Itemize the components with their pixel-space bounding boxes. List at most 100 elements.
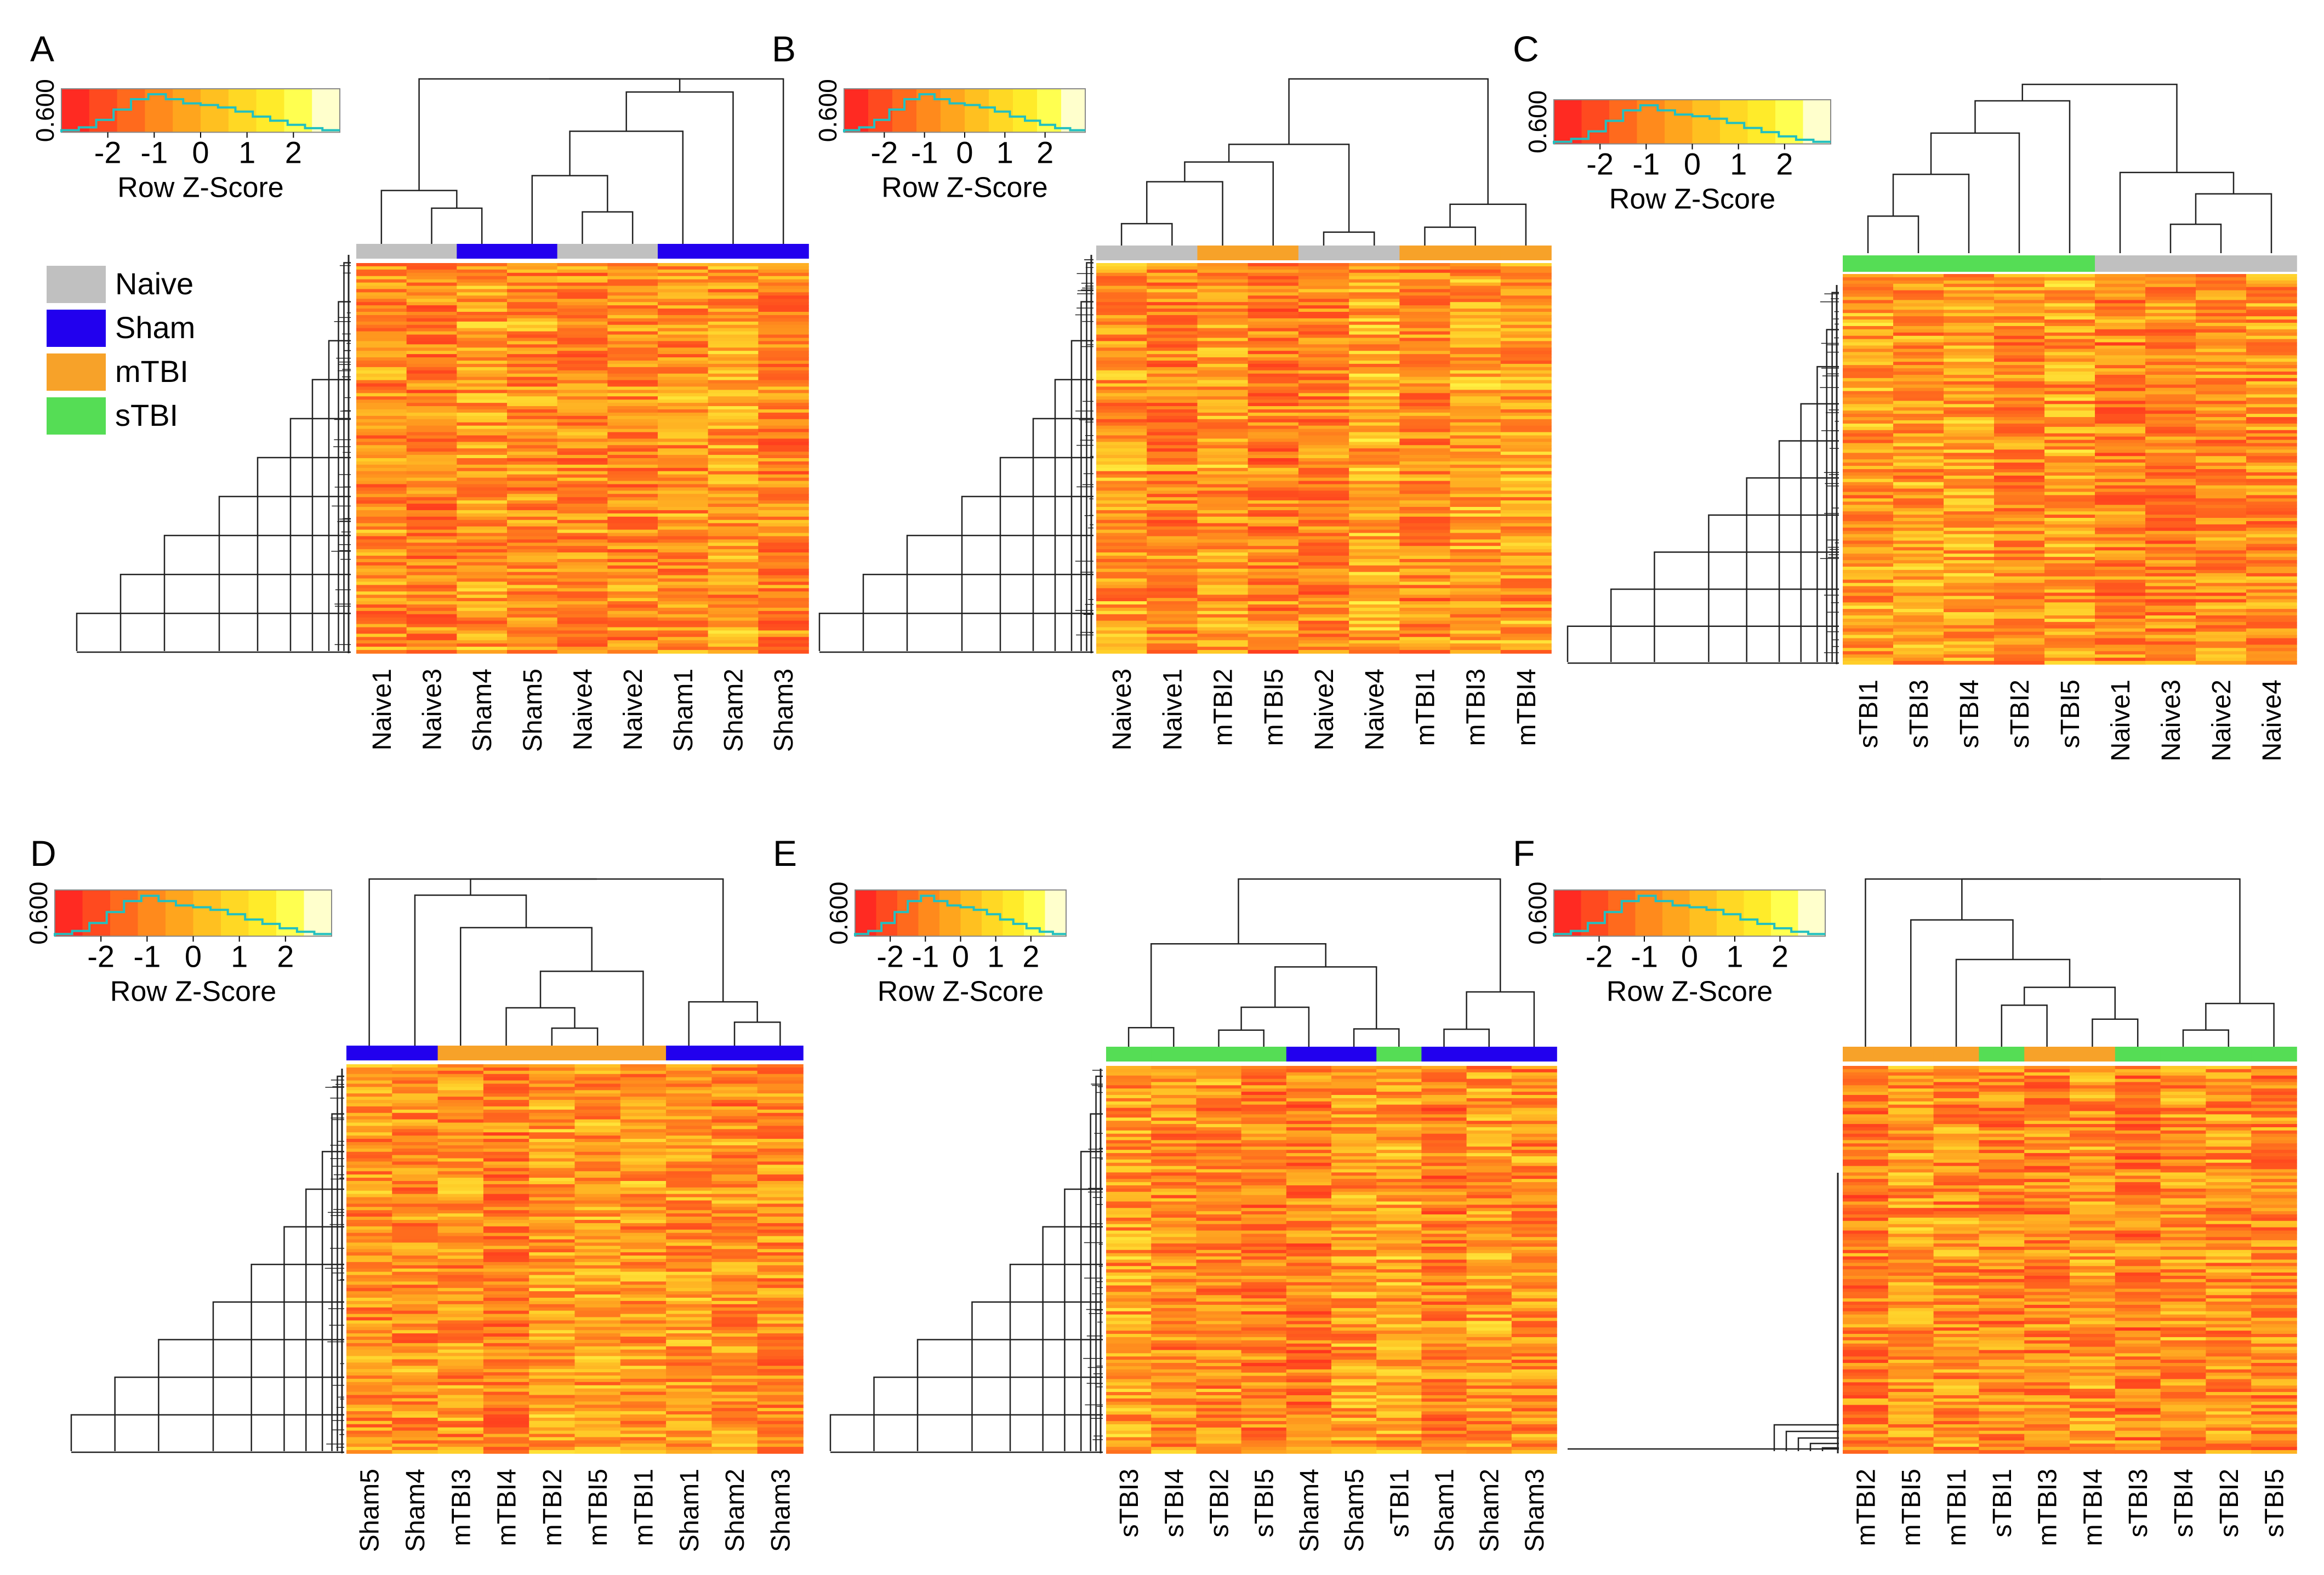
heatmap-cell <box>2246 391 2297 395</box>
heatmap-cell <box>1843 615 1894 619</box>
heatmap-cell <box>1893 345 1944 350</box>
heatmap-cell <box>1500 536 1552 540</box>
heatmap-cell <box>708 552 759 556</box>
heatmap-cell <box>1248 376 1299 381</box>
heatmap-cell <box>507 269 558 273</box>
heatmap-cell <box>346 1408 393 1412</box>
heatmap-cell <box>507 452 558 455</box>
heatmap-cell <box>2145 563 2196 567</box>
heatmap-cell <box>1944 287 1995 291</box>
heatmap-cell <box>457 601 508 605</box>
heatmap-cell <box>1399 568 1451 573</box>
heatmap-cell <box>529 1408 576 1412</box>
heatmap-cell <box>346 1122 393 1127</box>
heatmap-cell <box>1994 277 2045 281</box>
heatmap-cell <box>2095 387 2146 392</box>
heatmap-cell <box>711 1271 758 1276</box>
heatmap-cell <box>1197 578 1249 583</box>
heatmap-cell <box>392 1116 438 1120</box>
heatmap-cell <box>2044 277 2095 281</box>
heatmap-cell <box>708 572 759 576</box>
heatmap-cell <box>1421 1066 1467 1070</box>
heatmap-cell <box>2095 443 2146 447</box>
heatmap-cell <box>574 1135 621 1139</box>
heatmap-cell <box>507 331 558 335</box>
heatmap-cell <box>483 1398 529 1402</box>
heatmap-cell <box>406 481 458 485</box>
heatmap-cell <box>356 467 407 472</box>
heatmap-cell <box>1500 610 1552 615</box>
heatmap-cell <box>666 1190 713 1195</box>
heatmap-cell <box>1248 624 1299 628</box>
heatmap-cell <box>1500 578 1552 583</box>
heatmap-cell <box>757 1142 804 1146</box>
heatmap-cell <box>607 614 658 618</box>
heatmap-cell <box>658 282 709 287</box>
heatmap-cell <box>666 1339 713 1344</box>
heatmap-cell <box>1399 442 1451 446</box>
heatmap-cell <box>1500 442 1552 446</box>
heatmap-cell <box>1331 1069 1377 1073</box>
heatmap-cell <box>437 1343 484 1347</box>
heatmap-cell <box>1893 621 1944 626</box>
heatmap-cell <box>1197 504 1249 507</box>
heatmap-cell <box>457 321 508 326</box>
heatmap-cell <box>757 1139 804 1143</box>
heatmap-cell <box>757 1262 804 1266</box>
heatmap-cell <box>457 442 508 446</box>
heatmap-cell <box>1944 621 1995 626</box>
row-dendrogram-branch <box>1746 477 1839 662</box>
heatmap-cell <box>2196 414 2247 418</box>
row-dendrogram-branch <box>311 379 351 651</box>
heatmap-cell <box>529 1401 576 1406</box>
heatmap-cell <box>2196 387 2247 392</box>
sample-label: mTBI4 <box>1512 669 1541 746</box>
heatmap-cell <box>1500 474 1552 478</box>
heatmap-cell <box>658 650 709 654</box>
heatmap-cell <box>2145 387 2196 392</box>
heatmap-cell <box>607 604 658 608</box>
heatmap-cell <box>1096 354 1148 358</box>
heatmap-cell <box>711 1106 758 1110</box>
heatmap-cell <box>2145 423 2196 427</box>
color-key-tick-label: 1 <box>987 939 1004 973</box>
heatmap-cell <box>457 432 508 436</box>
heatmap-cell <box>1197 363 1249 368</box>
heatmap-cell <box>2044 625 2095 629</box>
heatmap-cell <box>406 289 458 293</box>
heatmap-cell <box>2145 505 2196 509</box>
heatmap-cell <box>507 318 558 322</box>
heatmap-cell <box>757 1213 804 1217</box>
heatmap-cell <box>1500 494 1552 498</box>
heatmap-cell <box>666 1447 713 1451</box>
heatmap-cell <box>757 1178 804 1182</box>
heatmap-cell <box>346 1226 393 1230</box>
heatmap-cell <box>507 497 558 501</box>
heatmap-cell <box>1450 494 1501 498</box>
heatmap-cell <box>2095 358 2146 362</box>
heatmap-cell <box>2145 560 2196 564</box>
heatmap-cell <box>1197 520 1249 524</box>
heatmap-cell <box>620 1093 667 1097</box>
heatmap-cell <box>1376 1072 1422 1076</box>
heatmap-cell <box>1450 299 1501 303</box>
heatmap-cell <box>1248 299 1299 303</box>
heatmap-cell <box>2044 469 2095 473</box>
heatmap-cell <box>757 1398 804 1402</box>
heatmap-cell <box>1349 461 1400 465</box>
heatmap-cell <box>2044 410 2095 414</box>
heatmap-cell <box>1349 549 1400 553</box>
heatmap-cell <box>356 607 407 612</box>
heatmap-cell <box>708 458 759 462</box>
heatmap-cell <box>457 422 508 426</box>
heatmap-cell <box>346 1252 393 1256</box>
heatmap-cell <box>711 1382 758 1386</box>
heatmap-cell <box>574 1083 621 1088</box>
heatmap-cell <box>574 1376 621 1379</box>
heatmap-cell <box>711 1132 758 1136</box>
heatmap-cell <box>1197 558 1249 563</box>
heatmap-cell <box>2196 303 2247 307</box>
heatmap-cell <box>607 458 658 462</box>
heatmap-cell <box>1843 482 1894 486</box>
heatmap-cell <box>574 1210 621 1214</box>
